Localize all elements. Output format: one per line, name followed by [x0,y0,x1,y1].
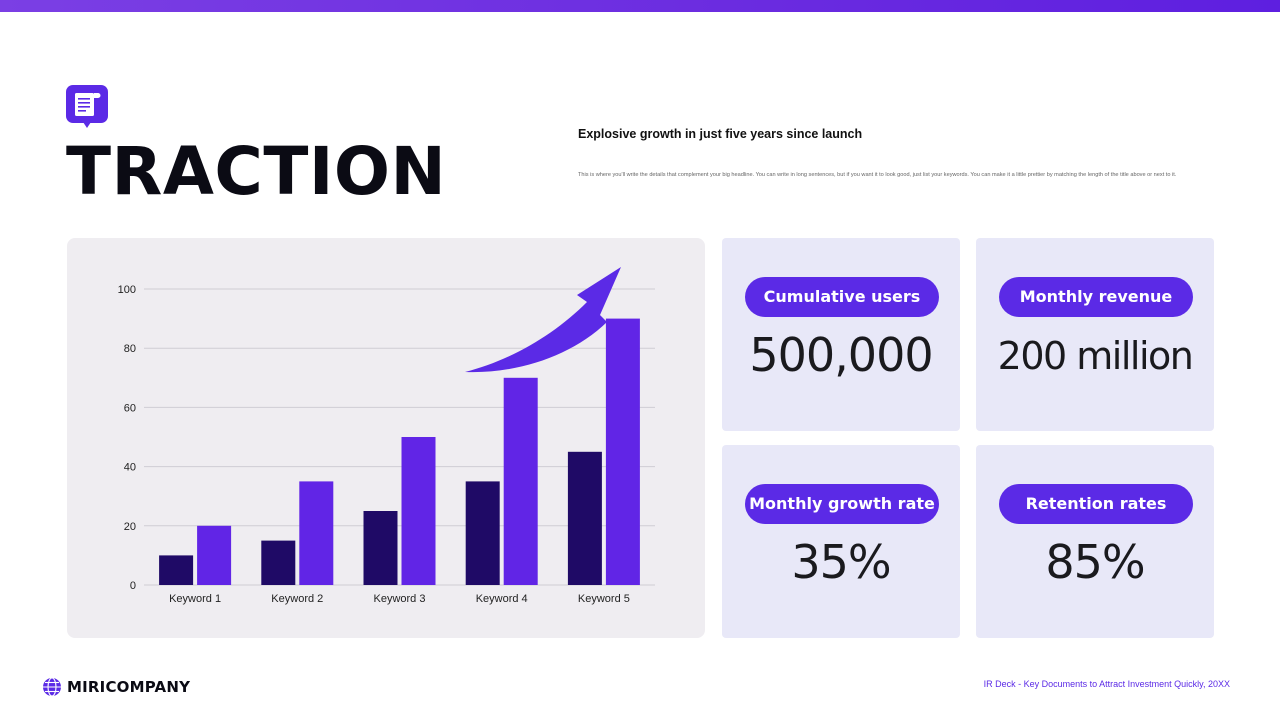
metric-card-monthly-growth-rate: Monthly growth rate 35% [722,445,960,638]
metric-value: 200 million [997,334,1194,378]
y-tick-label: 60 [124,402,136,414]
y-tick-label: 0 [130,580,136,592]
metric-value: 500,000 [749,328,933,382]
trend-arrow-icon [465,267,621,373]
globe-icon [43,677,61,697]
metric-card-retention-rates: Retention rates 85% [976,445,1214,638]
y-tick-label: 20 [124,521,136,533]
metric-label: Monthly revenue [999,277,1193,317]
bar-chart-card: 0 20 40 60 80 100 Keyword 1 Keyword 2 Keyword 3 K… [67,238,705,638]
y-tick-label: 100 [118,284,136,296]
x-tick-label: Keyword 5 [578,593,630,605]
bar-2-5 [605,318,640,585]
top-accent-bar [0,0,1280,12]
bar-chart: 0 20 40 60 80 100 Keyword 1 Keyword 2 Keyword 3 K… [118,267,655,605]
x-tick-label: Keyword 1 [169,593,221,605]
page-title: TRACTION [66,133,447,210]
bar-1-4 [465,481,500,585]
brand-name: MIRICOMPANY [67,678,191,696]
metric-label: Retention rates [999,484,1193,524]
x-tick-label: Keyword 4 [476,593,528,605]
y-tick-label: 40 [124,462,136,474]
footer-note: IR Deck - Key Documents to Attract Inves… [983,679,1230,689]
metric-label: Monthly growth rate [745,484,939,524]
bar-2-4 [503,377,538,585]
bar-2-3 [401,437,436,585]
footer-logo: MIRICOMPANY [42,677,190,697]
bar-1-2 [261,540,296,585]
metric-label: Cumulative users [745,277,939,317]
bar-2-1 [197,525,232,585]
bar-2-2 [299,481,334,585]
document-icon [66,85,108,129]
x-tick-label: Keyword 2 [271,593,323,605]
bar-1-5 [567,451,602,585]
x-tick-label: Keyword 3 [374,593,426,605]
bar-1-3 [363,511,398,585]
bar-1-1 [159,555,194,585]
page-subtitle: Explosive growth in just five years sinc… [578,127,863,141]
metric-value: 35% [791,535,891,589]
metric-card-cumulative-users: Cumulative users 500,000 [722,238,960,431]
y-tick-label: 80 [124,343,136,355]
metric-card-monthly-revenue: Monthly revenue 200 million [976,238,1214,431]
page-description: This is where you'll write the details t… [578,172,1177,178]
metric-value: 85% [1045,535,1145,589]
